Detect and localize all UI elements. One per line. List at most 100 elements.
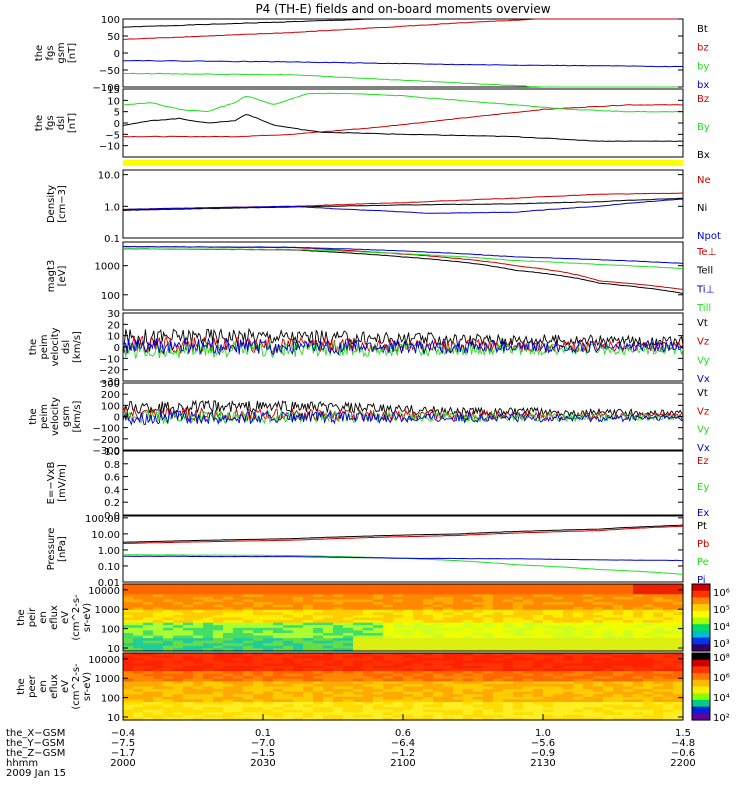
- spectrogram-cell: [303, 594, 314, 598]
- spectrogram-cell: [303, 712, 314, 716]
- spectrogram-cell: [453, 630, 464, 634]
- spectrogram-cell: [343, 596, 354, 601]
- spectrogram-cell: [523, 596, 534, 601]
- spectrogram-cell: [133, 658, 144, 662]
- spectrogram-cell: [293, 717, 304, 721]
- spectrogram-cell: [623, 648, 634, 652]
- spectrogram-cell: [383, 663, 394, 667]
- spectrogram-cell: [213, 599, 224, 603]
- spectrogram-cell: [573, 643, 584, 647]
- spectrogram-cell: [153, 586, 164, 590]
- spectrogram-cell: [403, 663, 414, 667]
- spectrogram-cell: [373, 714, 384, 719]
- y-tick-label: 0.0: [104, 511, 120, 522]
- spectrogram-cell: [603, 620, 614, 624]
- spectrogram-cell: [173, 714, 184, 719]
- spectrogram-cell: [233, 699, 244, 703]
- spectrogram-cell: [383, 614, 394, 619]
- spectrogram-cell: [413, 660, 424, 664]
- spectrogram-cell: [263, 632, 274, 637]
- colorbar-segment: [692, 604, 710, 612]
- spectrogram-cell: [263, 717, 274, 721]
- spectrogram-cell: [633, 630, 644, 634]
- spectrogram-cell: [573, 648, 584, 652]
- spectrogram-cell: [203, 655, 214, 659]
- spectrogram-cell: [163, 699, 174, 703]
- spectrogram-cell: [233, 691, 244, 695]
- spectrogram-cell: [293, 701, 304, 706]
- spectrogram-cell: [543, 599, 554, 603]
- spectrogram-cell: [583, 717, 594, 721]
- spectrogram-cell: [283, 620, 294, 624]
- y-axis-label: [nPa]: [57, 536, 68, 562]
- spectrogram-cell: [463, 712, 474, 716]
- spectrogram-cell: [353, 635, 364, 639]
- spectrogram-cell: [583, 622, 594, 626]
- spectrogram-cell: [603, 717, 614, 721]
- spectrogram-cell: [343, 689, 354, 693]
- spectrogram-cell: [423, 638, 434, 642]
- spectrogram-cell: [663, 653, 674, 657]
- spectrogram-cell: [563, 689, 574, 693]
- spectrogram-cell: [343, 678, 354, 682]
- spectrogram-cell: [193, 602, 204, 606]
- spectrogram-cell: [513, 596, 524, 601]
- spectrogram-cell: [163, 707, 174, 711]
- spectrogram-cell: [303, 683, 314, 688]
- spectrogram-cell: [653, 707, 664, 711]
- spectrogram-cell: [263, 638, 274, 642]
- spectrogram-cell: [473, 625, 484, 629]
- spectrogram-cell: [653, 627, 664, 631]
- spectrogram-cell: [613, 709, 624, 713]
- spectrogram-cell: [473, 676, 484, 680]
- spectrogram-cell: [243, 704, 254, 708]
- colorbar-segment: [692, 713, 710, 721]
- spectrogram-cell: [633, 665, 644, 670]
- spectrogram-cell: [603, 678, 614, 682]
- spectrogram-cell: [513, 640, 524, 644]
- spectrogram-cell: [273, 612, 284, 616]
- spectrogram-cell: [363, 696, 374, 700]
- spectrogram-cell: [653, 704, 664, 708]
- spectrogram-cell: [553, 696, 564, 700]
- spectrogram-cell: [503, 627, 514, 631]
- spectrogram-cell: [153, 596, 164, 601]
- spectrogram-cell: [363, 653, 374, 657]
- spectrogram-cell: [283, 599, 294, 603]
- spectrogram-cell: [313, 696, 324, 700]
- spectrogram-cell: [323, 620, 334, 624]
- spectrogram-cell: [403, 655, 414, 659]
- spectrogram-cell: [643, 707, 654, 711]
- spectrogram-cell: [263, 591, 274, 595]
- spectrogram-cell: [513, 635, 524, 639]
- spectrogram-cell: [173, 604, 184, 608]
- spectrogram-cell: [213, 709, 224, 713]
- spectrogram-cell: [223, 665, 234, 670]
- spectrogram-cell: [213, 627, 224, 631]
- spectrogram-cell: [413, 665, 424, 670]
- spectrogram-cell: [253, 696, 264, 700]
- spectrogram-cell: [233, 630, 244, 634]
- spectrogram-cell: [493, 678, 504, 682]
- spectrogram-cell: [563, 658, 574, 662]
- spectrogram-cell: [193, 594, 204, 598]
- spectrogram-cell: [673, 699, 684, 703]
- spectrogram-cell: [513, 673, 524, 677]
- y-tick-label: 10000: [88, 586, 120, 597]
- spectrogram-cell: [303, 645, 314, 650]
- spectrogram-cell: [163, 709, 174, 713]
- spectrogram-cell: [463, 625, 474, 629]
- spectrogram-cell: [233, 594, 244, 598]
- spectrogram-cell: [593, 678, 604, 682]
- legend-entry: Bt: [697, 24, 708, 35]
- spectrogram-cell: [493, 663, 504, 667]
- spectrogram-cell: [393, 632, 404, 637]
- spectrogram-cell: [183, 655, 194, 659]
- spectrogram-cell: [223, 620, 234, 624]
- spectrogram-cell: [373, 591, 384, 595]
- spectrogram-cell: [493, 625, 504, 629]
- y-tick-label: 0: [114, 119, 120, 130]
- spectrogram-cell: [613, 663, 624, 667]
- y-axis-label: the: [34, 115, 45, 131]
- spectrogram-cell: [353, 638, 364, 642]
